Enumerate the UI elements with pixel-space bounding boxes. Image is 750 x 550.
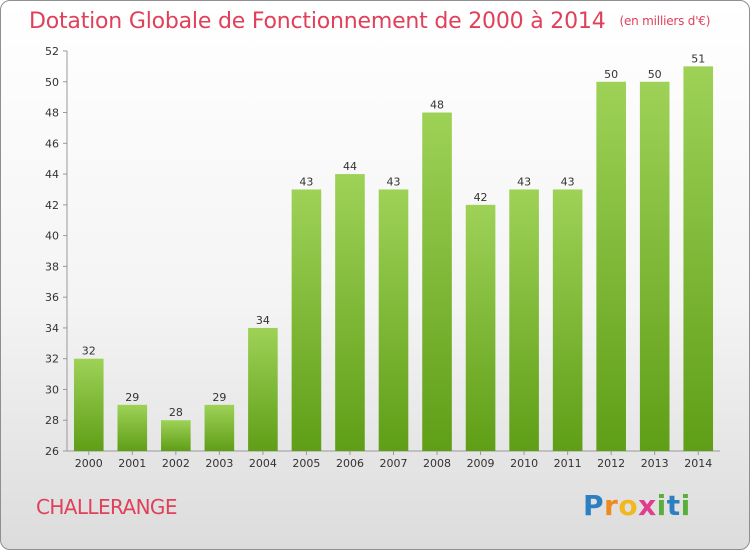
bars	[73, 66, 714, 452]
data-label: 43	[299, 175, 313, 188]
x-tick-label: 2013	[641, 457, 669, 470]
x-tick-label: 2012	[597, 457, 625, 470]
bar	[552, 189, 583, 451]
y-tick-label: 30	[45, 383, 59, 396]
bar	[378, 189, 409, 451]
bar	[117, 404, 148, 451]
data-label: 42	[474, 191, 488, 204]
data-label: 43	[517, 175, 531, 188]
data-label: 44	[343, 160, 357, 173]
bar	[465, 204, 496, 451]
bar	[335, 174, 365, 452]
bar	[639, 81, 670, 452]
x-tick-label: 2000	[75, 457, 103, 470]
chart-title: Dotation Globale de Fonctionnement de 20…	[29, 9, 710, 34]
y-tick-label: 50	[45, 76, 59, 89]
data-label: 50	[648, 68, 662, 81]
y-tick-label: 38	[45, 260, 59, 273]
bar	[248, 327, 278, 451]
x-tick-label: 2007	[380, 457, 408, 470]
y-tick-label: 36	[45, 291, 59, 304]
data-label: 51	[691, 52, 705, 65]
data-label: 32	[82, 345, 96, 358]
y-tick-label: 42	[45, 199, 59, 212]
y-tick-labels: 26 28 30 32 34 36 38 40 42 44 46 48 50 52	[45, 45, 59, 458]
data-label: 48	[430, 99, 444, 112]
bar	[596, 81, 626, 452]
bar	[204, 404, 235, 451]
bar	[73, 358, 104, 451]
proxiti-logo: Proxiti	[583, 489, 691, 522]
x-tick-label: 2004	[249, 457, 277, 470]
x-tick-label: 2005	[292, 457, 320, 470]
x-tick-label: 2011	[554, 457, 582, 470]
y-tick-label: 34	[45, 322, 59, 335]
data-label: 43	[387, 175, 401, 188]
y-tick-label: 52	[45, 45, 59, 58]
bar	[422, 112, 452, 452]
town-name: CHALLERANGE	[36, 495, 177, 519]
x-tick-label: 2002	[162, 457, 190, 470]
x-tick-label: 2008	[423, 457, 451, 470]
data-label: 43	[561, 175, 575, 188]
data-label: 29	[212, 391, 226, 404]
y-tick-label: 32	[45, 353, 59, 366]
y-tick-label: 48	[45, 107, 59, 120]
bar	[161, 420, 191, 451]
x-tick-label: 2009	[467, 457, 495, 470]
x-tick-label: 2010	[510, 457, 538, 470]
x-tick-labels: 2000 2001 2002 2003 2004 2005 2006 2007 2008 2009…	[75, 457, 712, 470]
chart-title-text: Dotation Globale de Fonctionnement de 20…	[29, 9, 606, 34]
unit-note: (en milliers d'€)	[619, 14, 711, 28]
y-tick-label: 26	[45, 445, 59, 458]
data-label: 28	[169, 406, 183, 419]
x-tick-label: 2001	[118, 457, 146, 470]
y-tick-label: 46	[45, 137, 59, 150]
y-tick-label: 28	[45, 414, 59, 427]
bar	[509, 189, 539, 451]
bar	[291, 189, 322, 451]
data-labels: 32 29 28 29 34 43 44 43 48 42 43 43 50 50 51	[82, 52, 705, 419]
x-tick-label: 2014	[684, 457, 712, 470]
y-tick-label: 40	[45, 230, 59, 243]
data-label: 29	[125, 391, 139, 404]
data-label: 34	[256, 314, 270, 327]
x-tick-label: 2006	[336, 457, 364, 470]
bar	[683, 66, 714, 451]
data-label: 50	[604, 68, 618, 81]
x-tick-label: 2003	[205, 457, 233, 470]
y-tick-label: 44	[45, 168, 59, 181]
